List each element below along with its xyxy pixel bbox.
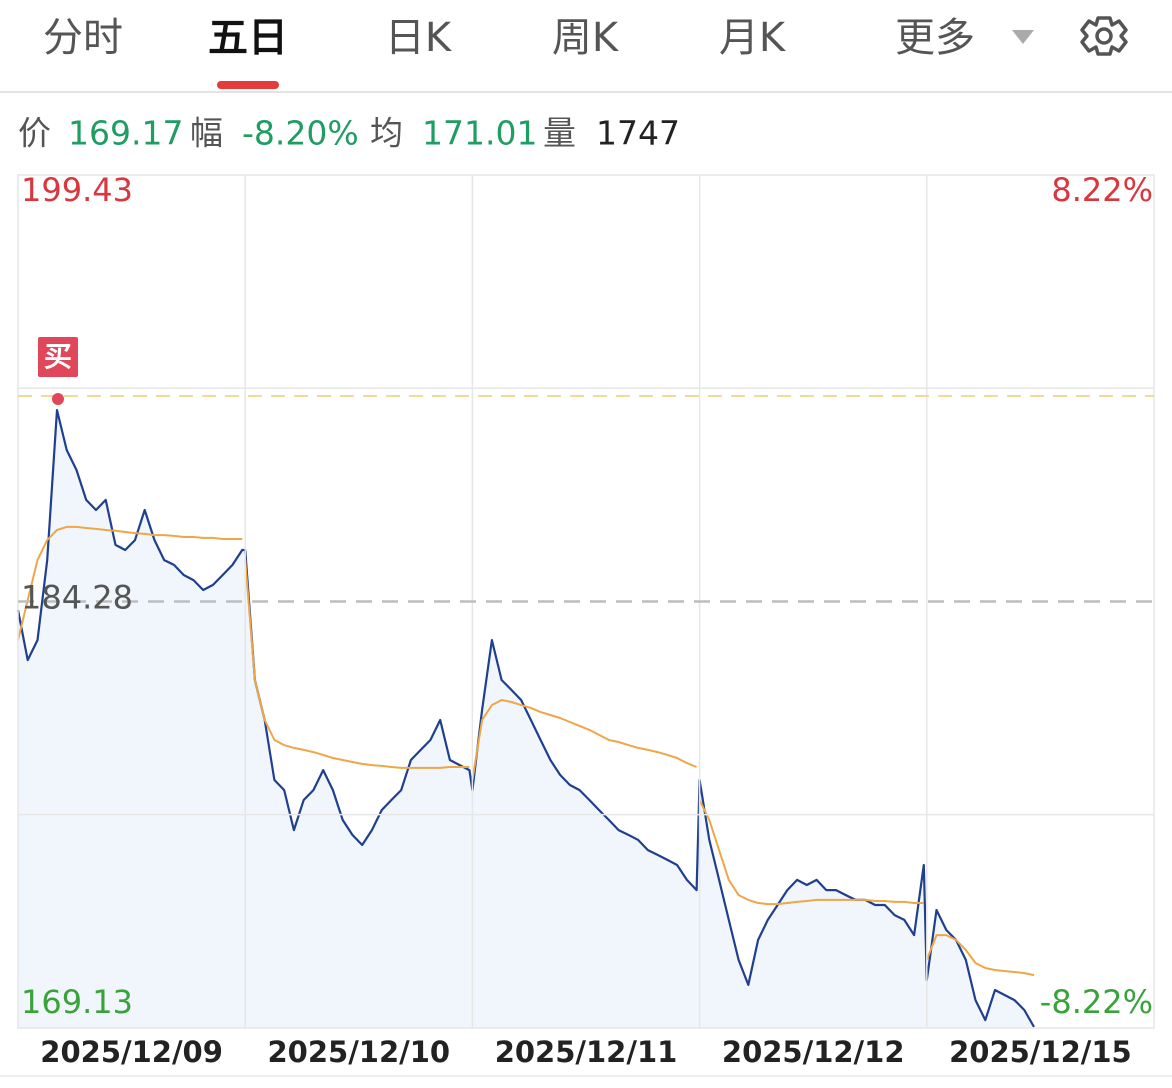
tab[interactable]: 周K xyxy=(552,15,620,61)
info-price: 169.17 xyxy=(68,114,183,153)
info-change-label: 幅 xyxy=(190,114,223,153)
price-area xyxy=(18,410,1034,1029)
x-tick-label: 2025/12/11 xyxy=(495,1035,678,1069)
tab[interactable]: 更多 xyxy=(895,15,975,61)
x-tick-label: 2025/12/10 xyxy=(267,1035,450,1069)
x-tick-label: 2025/12/15 xyxy=(949,1035,1132,1069)
x-tick-label: 2025/12/12 xyxy=(722,1035,905,1069)
tab[interactable]: 五日 xyxy=(208,15,288,61)
average-line xyxy=(925,934,1035,977)
tab[interactable]: 月K xyxy=(719,15,787,61)
info-volume: 1747 xyxy=(596,114,680,153)
y-tick-label: 184.28 xyxy=(21,579,133,617)
plot xyxy=(18,410,1034,1029)
tab[interactable]: 分时 xyxy=(43,15,123,61)
average-line xyxy=(244,560,470,769)
active-tab-indicator xyxy=(217,81,279,89)
buy-badge xyxy=(37,337,78,377)
y-tick-label: 199.43 xyxy=(21,171,133,209)
buy-point xyxy=(51,392,64,405)
y-tick-label: 169.13 xyxy=(21,983,133,1021)
info-avg-label: 均 xyxy=(370,114,403,153)
average-line xyxy=(471,699,697,781)
y2-tick-label: -8.22% xyxy=(1040,983,1153,1021)
info-volume-label: 量 xyxy=(543,114,576,153)
average-line: 均 xyxy=(17,525,243,641)
x-tick-label: 2025/12/09 xyxy=(40,1035,223,1069)
info-change: -8.20% xyxy=(242,114,359,153)
tab[interactable]: 日K xyxy=(385,15,453,61)
average-line xyxy=(698,799,924,906)
settings-icon[interactable] xyxy=(1080,16,1128,56)
y2-tick-label: 8.22% xyxy=(1051,171,1153,209)
info-price-label: 价 xyxy=(18,114,51,153)
dropdown-arrow[interactable] xyxy=(1012,30,1034,44)
buy-badge-label: 买 xyxy=(44,340,72,373)
info-avg: 171.01 xyxy=(422,114,537,153)
